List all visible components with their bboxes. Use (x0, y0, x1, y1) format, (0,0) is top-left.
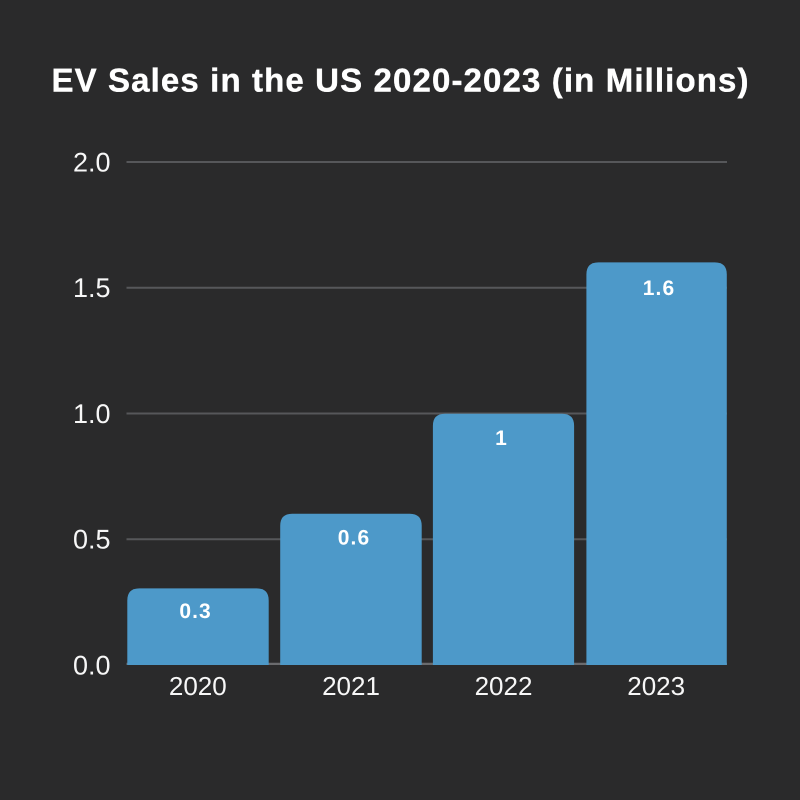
svg-text:0.5: 0.5 (73, 525, 111, 555)
svg-text:1: 1 (495, 427, 508, 450)
svg-text:0.6: 0.6 (338, 527, 371, 550)
svg-text:EV Sales in the US 2020-2023 (: EV Sales in the US 2020-2023 (in Million… (52, 62, 749, 99)
svg-text:2020: 2020 (169, 671, 227, 701)
svg-text:2.0: 2.0 (73, 148, 111, 178)
svg-text:0.0: 0.0 (73, 650, 111, 680)
svg-text:1.0: 1.0 (73, 399, 111, 429)
svg-text:2023: 2023 (627, 671, 685, 701)
svg-text:1.6: 1.6 (643, 277, 676, 300)
svg-text:0.3: 0.3 (179, 600, 212, 623)
svg-text:1.5: 1.5 (73, 273, 111, 303)
svg-text:2021: 2021 (322, 671, 380, 701)
svg-text:2022: 2022 (475, 671, 533, 701)
